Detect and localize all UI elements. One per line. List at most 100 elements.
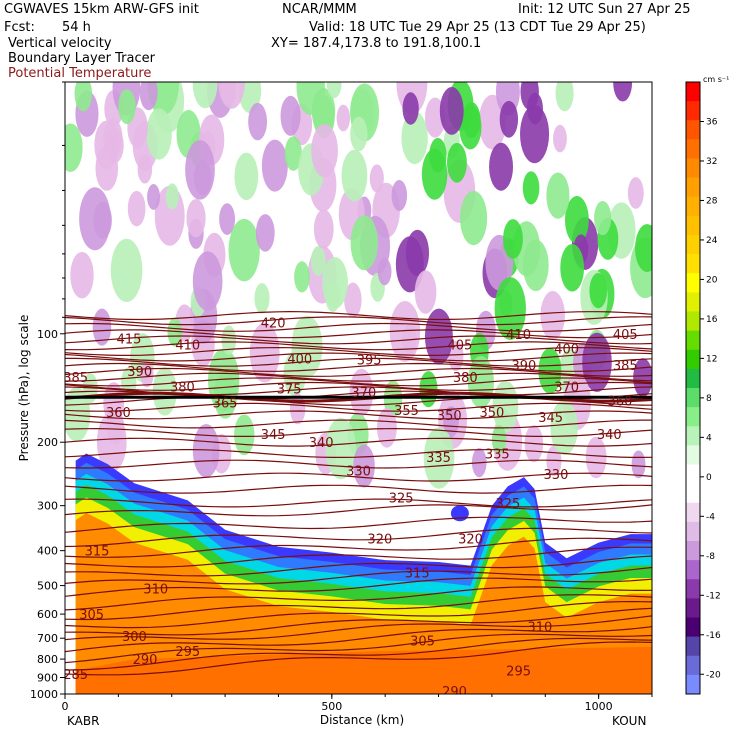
isentrope-line (65, 372, 652, 382)
colorbar-swatch (686, 139, 700, 159)
isentrope-label: 310 (143, 583, 168, 598)
w-cell (446, 142, 467, 183)
isentrope-line (65, 626, 652, 653)
forecast-hours: 54 h (62, 20, 91, 35)
isentrope-label: 385 (63, 371, 88, 386)
isentrope-line (65, 566, 652, 585)
isentrope-line (65, 504, 652, 517)
w-cell (402, 92, 419, 125)
isentrope-label: 370 (554, 380, 579, 395)
isentrope-label: 290 (442, 685, 467, 700)
w-cell (585, 436, 607, 479)
isentrope-label: 305 (79, 608, 104, 623)
colorbar-frame (685, 81, 701, 695)
y-tick-label: 1000 (30, 688, 58, 701)
isentrope-line (65, 335, 652, 345)
w-cell (322, 257, 348, 309)
w-cell (95, 145, 119, 191)
w-cell (421, 148, 448, 200)
field-vertical-velocity: Vertical velocity (8, 36, 112, 51)
isentrope-label: 315 (405, 567, 430, 582)
axes: 100 200 300 400 500 600 700 800 900 1000 0 500 1000 (30, 81, 653, 713)
isentrope-line (65, 357, 652, 367)
isentrope-label: 345 (538, 411, 563, 426)
isentrope-line (65, 381, 652, 391)
w-cell (79, 187, 111, 251)
colorbar-swatch (686, 158, 700, 179)
w-cell (254, 283, 270, 314)
w-cell (310, 246, 326, 276)
w-cell (139, 82, 158, 111)
w-cell (491, 424, 507, 455)
w-cell (613, 82, 633, 102)
colorbar-swatch (686, 407, 700, 427)
isentrope-line (65, 419, 652, 429)
w-cell (635, 224, 652, 273)
w-cell (377, 408, 397, 448)
y-tick-label: 800 (37, 653, 58, 666)
isentrope-label: 395 (357, 354, 382, 369)
isentrope-label: 320 (458, 532, 483, 547)
isentrope-line (65, 498, 652, 508)
w-cell (192, 424, 220, 478)
isentrope-label: 295 (506, 664, 531, 679)
w-cell (234, 152, 259, 201)
isentrope-label: 400 (554, 343, 579, 358)
w-cell (192, 82, 218, 109)
isentrope-label: 410 (506, 328, 531, 343)
isentrope-label: 370 (351, 386, 376, 401)
isentrope-line (65, 594, 652, 621)
x-tick-label: 1000 (585, 700, 613, 713)
isentrope-label: 400 (287, 352, 312, 367)
isentrope-label: 295 (175, 645, 200, 660)
isentrope-line (65, 637, 652, 671)
isentrope-line (65, 577, 652, 597)
colorbar-swatch (686, 101, 700, 121)
y-tick-label: 300 (37, 500, 58, 513)
colorbar-swatch (686, 426, 700, 446)
plot-frame (64, 81, 653, 695)
w-cell (127, 190, 146, 227)
vertical-velocity-field (65, 82, 652, 489)
isentrope-label: 345 (261, 428, 286, 443)
isentrope-line (65, 537, 652, 558)
isentrope-line (65, 402, 652, 412)
w-cell (255, 214, 275, 252)
w-cell (280, 95, 301, 136)
isentrope-label: 335 (485, 448, 510, 463)
colorbar-tick-label: 24 (706, 236, 718, 246)
organization: NCAR/MMM (282, 2, 357, 17)
colorbar-swatch (686, 502, 700, 523)
w-cell (110, 238, 143, 303)
isentrope-label: 390 (512, 359, 537, 374)
isentrope-line (65, 615, 652, 641)
isentrope-line (65, 641, 652, 676)
colorbar-swatch (686, 235, 700, 255)
isentrope-label: 360 (106, 406, 131, 421)
cross-section-endpoints: XY= 187.4,173.8 to 191.8,100.1 (271, 36, 482, 51)
w-cell (70, 251, 94, 299)
isentrope-label: 305 (410, 634, 435, 649)
isentrope-line (65, 527, 652, 548)
w-cell (65, 123, 83, 172)
isentrope-line (65, 362, 652, 372)
colorbar-swatch (686, 82, 700, 102)
isentrope-line (65, 367, 652, 377)
isentrope-label: 330 (544, 468, 569, 483)
w-cell (401, 111, 428, 165)
isentrope-label: 415 (117, 332, 142, 347)
colorbar-swatch (686, 636, 700, 657)
colorbar-swatch (686, 177, 700, 198)
colorbar-tick-label: 32 (706, 157, 717, 167)
isentrope-line (65, 472, 652, 482)
colorbar-swatch (686, 655, 700, 676)
colorbar-tick-label: -20 (706, 670, 721, 680)
isentrope-line (65, 341, 652, 351)
colorbar-swatch (686, 120, 700, 140)
y-axis-label: Pressure (hPa), log scale (17, 315, 31, 462)
w-cell (555, 82, 574, 112)
colorbar-swatch (686, 330, 700, 351)
isentrope-label: 330 (346, 465, 371, 480)
w-cell (147, 183, 161, 210)
